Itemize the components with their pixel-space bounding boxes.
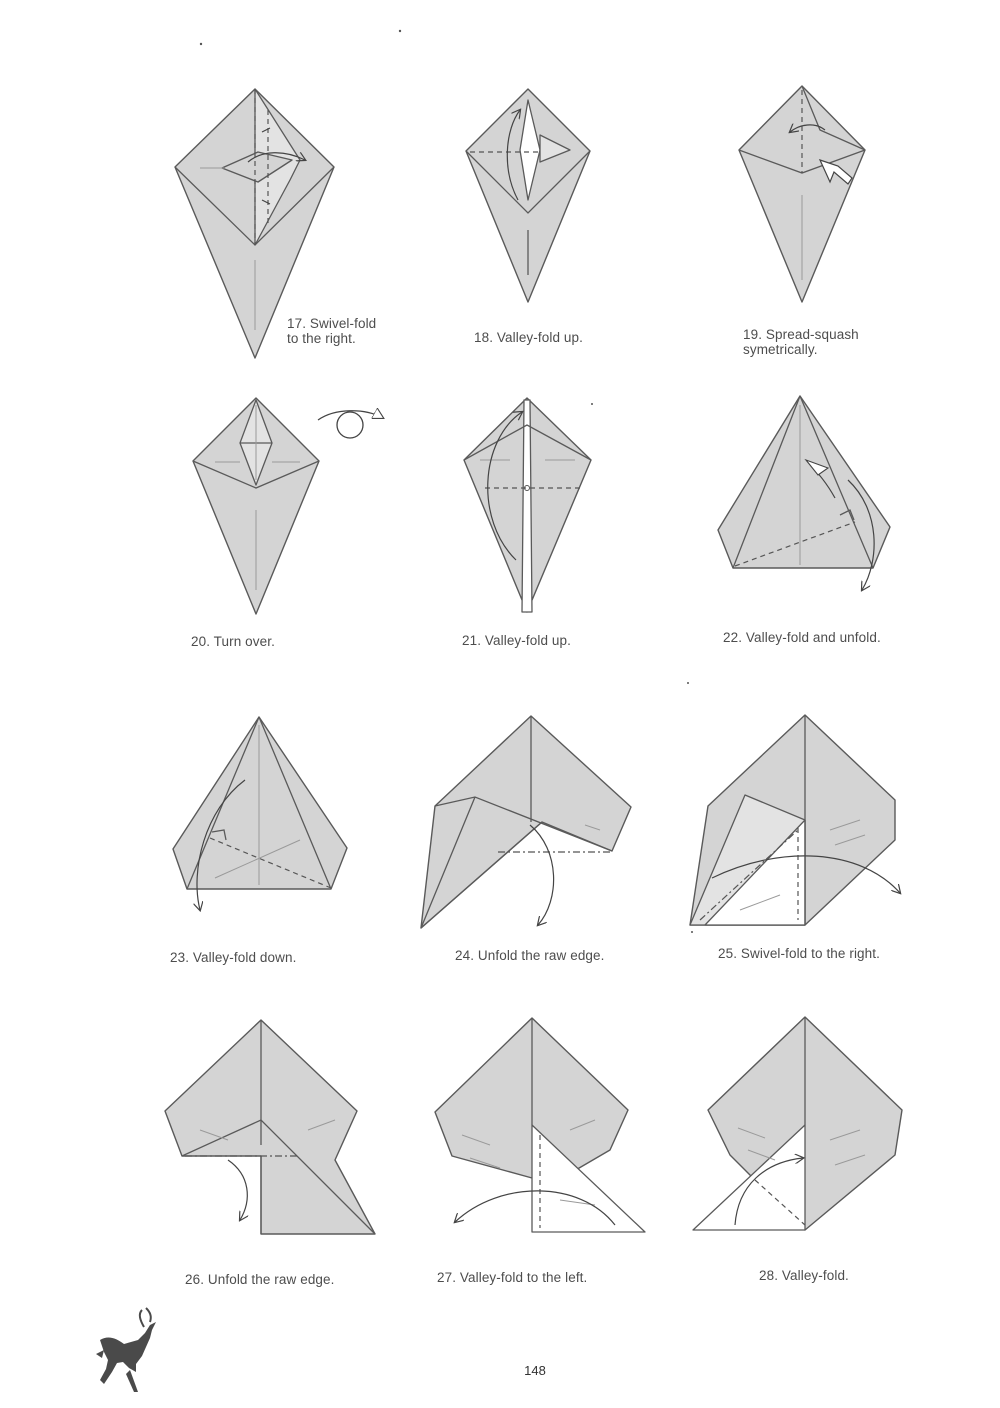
- caption-step-24: 24. Unfold the raw edge.: [455, 948, 605, 963]
- caption-step-17: 17. Swivel-fold to the right.: [287, 316, 377, 346]
- step-17-diagram: [174, 88, 335, 359]
- caption-step-20: 20. Turn over.: [191, 634, 275, 649]
- step-20-diagram: [192, 397, 320, 615]
- step-24-diagram: [420, 715, 632, 929]
- turn-over-icon: [317, 411, 383, 439]
- caption-step-21: 21. Valley-fold up.: [462, 633, 571, 648]
- step-26-diagram: [164, 1019, 376, 1235]
- stray-marks: [199, 29, 402, 46]
- caption-step-19: 19. Spread-squash symetrically.: [743, 327, 859, 357]
- deer-silhouette-icon: [96, 1307, 156, 1392]
- step-18-diagram: [465, 88, 591, 303]
- step-19-diagram: [738, 85, 866, 303]
- step-27-diagram: [434, 1017, 646, 1233]
- step-21-diagram: [463, 397, 593, 613]
- step-28-diagram: [692, 1016, 903, 1231]
- step-25-diagram: [689, 714, 900, 933]
- caption-step-26: 26. Unfold the raw edge.: [185, 1272, 335, 1287]
- page-number: 148: [524, 1363, 546, 1378]
- caption-step-18: 18. Valley-fold up.: [474, 330, 583, 345]
- step-22-diagram: [687, 395, 891, 684]
- caption-step-27: 27. Valley-fold to the left.: [437, 1270, 588, 1285]
- caption-step-25: 25. Swivel-fold to the right.: [718, 946, 880, 961]
- step-23-diagram: [172, 716, 348, 910]
- caption-step-28: 28. Valley-fold.: [759, 1268, 849, 1283]
- caption-step-23: 23. Valley-fold down.: [170, 950, 297, 965]
- caption-step-22: 22. Valley-fold and unfold.: [723, 630, 881, 645]
